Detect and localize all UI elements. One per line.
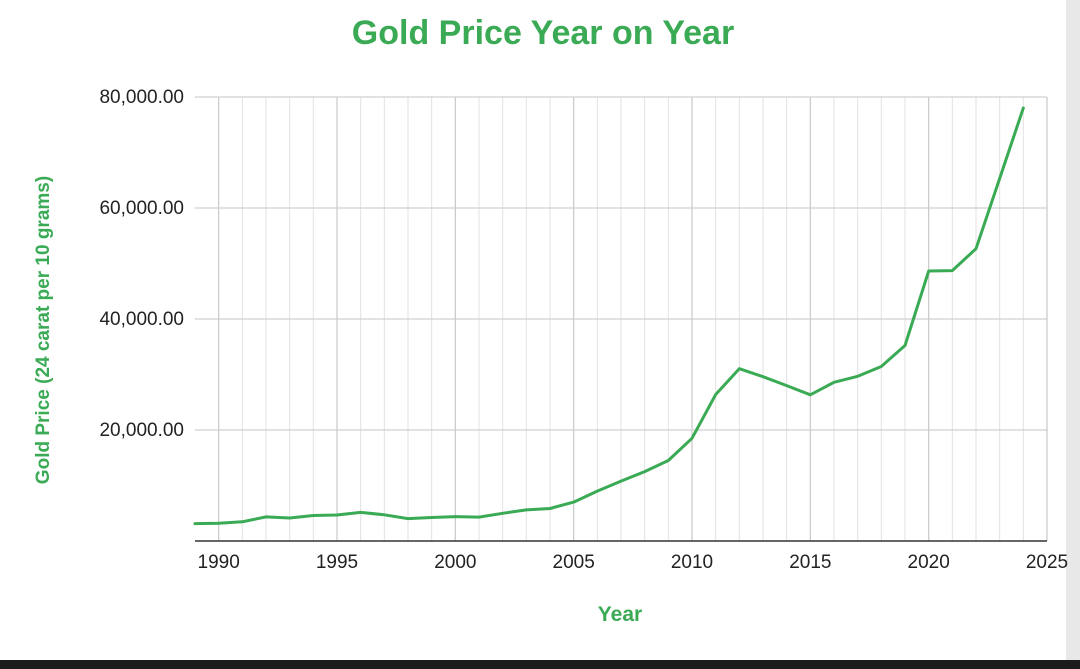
x-tick-label: 1990 xyxy=(198,552,240,573)
x-tick-label: 2010 xyxy=(671,552,713,573)
x-tick-label: 2015 xyxy=(789,552,831,573)
y-tick-label: 20,000.00 xyxy=(99,420,184,441)
x-tick-label: 2020 xyxy=(908,552,950,573)
y-tick-label: 40,000.00 xyxy=(99,309,184,330)
x-tick-label: 2000 xyxy=(434,552,476,573)
x-tick-labels: 1990 1995 2000 2005 2010 2015 2020 2025 xyxy=(198,552,1069,573)
series-line xyxy=(193,106,1025,526)
page-edge xyxy=(1066,0,1080,660)
bottom-bar xyxy=(0,660,1080,669)
y-tick-label: 60,000.00 xyxy=(99,198,184,219)
x-tick-label: 1995 xyxy=(316,552,358,573)
major-gridlines xyxy=(195,96,1047,541)
series-group xyxy=(193,106,1025,526)
y-tick-label: 80,000.00 xyxy=(99,87,184,108)
chart-title: Gold Price Year on Year xyxy=(351,14,735,52)
x-axis-title: Year xyxy=(597,603,643,626)
axes xyxy=(195,97,1048,542)
x-tick-label: 2005 xyxy=(553,552,595,573)
y-tick-labels: 20,000.00 40,000.00 60,000.00 80,000.00 xyxy=(99,87,184,441)
x-tick-label: 2025 xyxy=(1026,552,1068,573)
